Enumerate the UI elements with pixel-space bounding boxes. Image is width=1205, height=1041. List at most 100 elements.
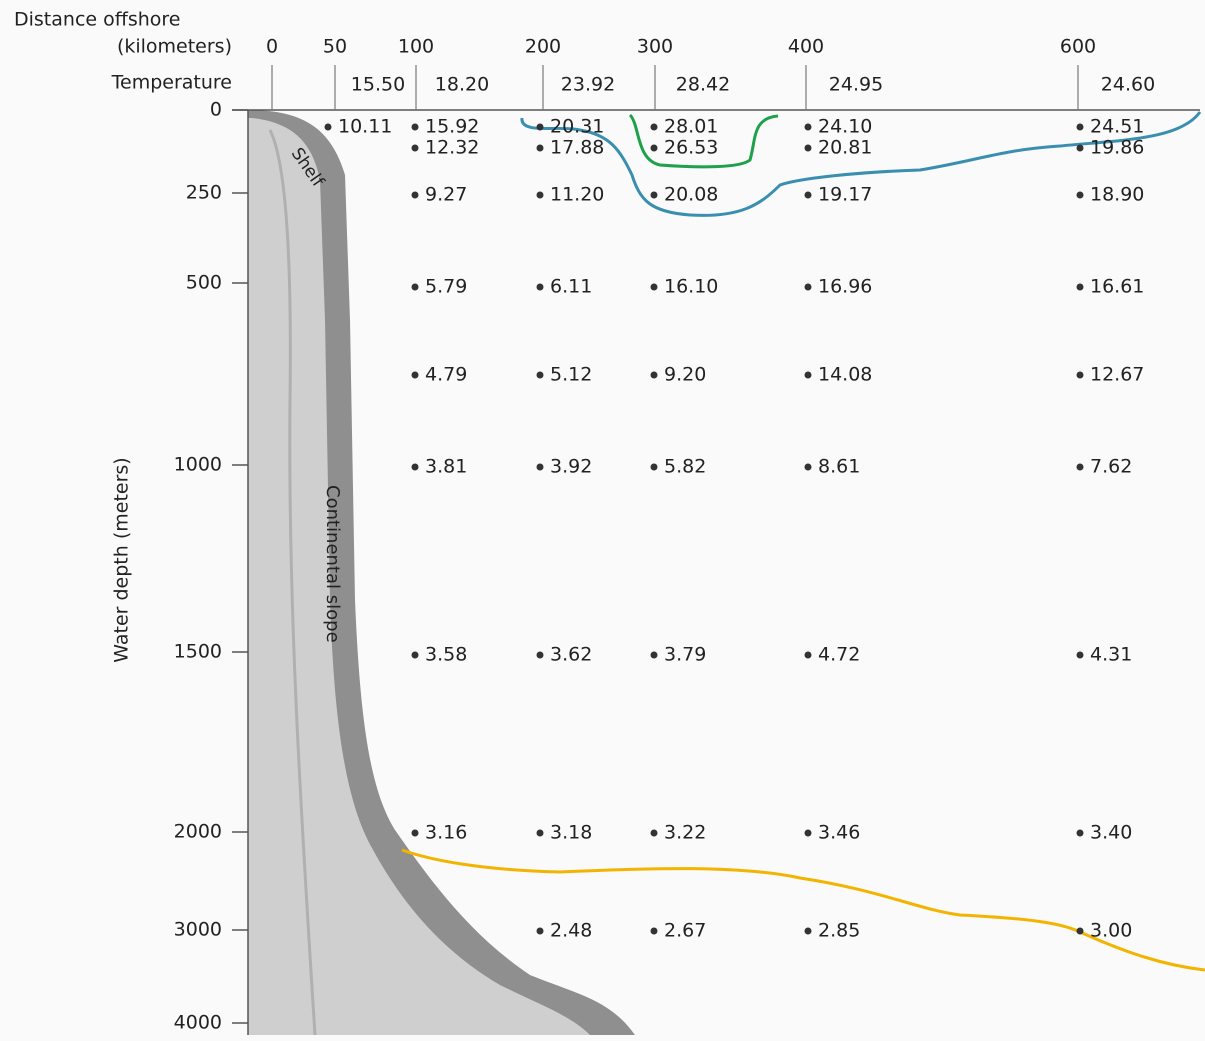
reading: 8.61 [818, 456, 860, 478]
reading-dot [412, 652, 419, 659]
reading: 10.11 [338, 116, 392, 138]
x-title: (kilometers) [117, 36, 232, 58]
page: Distance offshore (kilometers) Temperatu… [0, 0, 1205, 1041]
reading-dot [1077, 372, 1084, 379]
reading: 6.11 [550, 276, 592, 298]
reading-dot [651, 830, 658, 837]
x-tick-label: 400 [788, 36, 824, 58]
surface-temp: 24.95 [829, 74, 883, 96]
temperature-label: Temperature [111, 72, 232, 94]
reading: 16.10 [664, 276, 718, 298]
reading-dot [1077, 928, 1084, 935]
reading-dot [1077, 124, 1084, 131]
reading-dot [537, 372, 544, 379]
reading-dot [412, 372, 419, 379]
reading-dot [412, 284, 419, 291]
y-tick-label: 0 [210, 99, 222, 121]
reading-dot [1077, 652, 1084, 659]
reading-dot [1077, 192, 1084, 199]
reading: 3.00 [1090, 920, 1132, 942]
reading-dot [537, 145, 544, 152]
reading-dot [651, 124, 658, 131]
reading: 5.79 [425, 276, 467, 298]
reading: 3.22 [664, 822, 706, 844]
y-tick-label: 1500 [174, 641, 222, 663]
reading-dot [1077, 830, 1084, 837]
reading-dot [537, 192, 544, 199]
reading: 16.61 [1090, 276, 1144, 298]
reading-dot [805, 145, 812, 152]
reading: 18.90 [1090, 184, 1144, 206]
reading: 19.86 [1090, 137, 1144, 159]
y-tick-label: 500 [186, 272, 222, 294]
y-tick-label: 250 [186, 182, 222, 204]
surface-temp: 15.50 [351, 74, 405, 96]
reading-dot [805, 284, 812, 291]
surface-temp: 18.20 [435, 74, 489, 96]
reading: 20.08 [664, 184, 718, 206]
reading: 11.20 [550, 184, 604, 206]
reading-dot [412, 145, 419, 152]
reading-dot [651, 192, 658, 199]
reading-dot [805, 372, 812, 379]
reading: 12.67 [1090, 364, 1144, 386]
x-title: Distance offshore [14, 9, 180, 31]
reading-dot [412, 830, 419, 837]
reading-dot [537, 830, 544, 837]
reading: 2.85 [818, 920, 860, 942]
reading: 20.31 [550, 116, 604, 138]
y-tick-label: 2000 [174, 821, 222, 843]
reading-dot [805, 652, 812, 659]
reading: 4.31 [1090, 644, 1132, 666]
reading: 3.79 [664, 644, 706, 666]
reading: 16.96 [818, 276, 872, 298]
reading: 28.01 [664, 116, 718, 138]
diagram: Distance offshore (kilometers) Temperatu… [0, 0, 1205, 1041]
y-tick-label: 3000 [174, 919, 222, 941]
reading-dot [412, 124, 419, 131]
reading: 3.58 [425, 644, 467, 666]
reading: 19.17 [818, 184, 872, 206]
reading: 12.32 [425, 137, 479, 159]
reading-dot [537, 124, 544, 131]
x-tick-label: 0 [266, 36, 278, 58]
reading-dot [1077, 145, 1084, 152]
reading: 4.79 [425, 364, 467, 386]
reading-dot [805, 124, 812, 131]
reading: 5.82 [664, 456, 706, 478]
reading: 15.92 [425, 116, 479, 138]
reading-dot [537, 652, 544, 659]
reading: 3.62 [550, 644, 592, 666]
reading: 17.88 [550, 137, 604, 159]
reading-dot [651, 372, 658, 379]
reading-dot [805, 192, 812, 199]
reading-dot [651, 464, 658, 471]
reading: 3.18 [550, 822, 592, 844]
reading-dot [651, 284, 658, 291]
reading-dot [651, 145, 658, 152]
reading: 9.20 [664, 364, 706, 386]
reading: 2.67 [664, 920, 706, 942]
x-tick-label: 200 [525, 36, 561, 58]
reading-dot [325, 124, 332, 131]
reading: 3.40 [1090, 822, 1132, 844]
reading: 20.81 [818, 137, 872, 159]
x-tick-label: 300 [637, 36, 673, 58]
surface-temp: 24.60 [1101, 74, 1155, 96]
reading: 14.08 [818, 364, 872, 386]
reading-dot [412, 464, 419, 471]
x-tick-label: 50 [323, 36, 347, 58]
reading: 4.72 [818, 644, 860, 666]
reading: 24.10 [818, 116, 872, 138]
reading-dot [1077, 284, 1084, 291]
reading-dot [651, 928, 658, 935]
reading-dot [412, 192, 419, 199]
slope-label: Continental slope [322, 485, 343, 643]
surface-temp: 28.42 [676, 74, 730, 96]
reading-dot [537, 284, 544, 291]
surface-temp: 23.92 [561, 74, 615, 96]
reading-dot [537, 464, 544, 471]
reading: 24.51 [1090, 116, 1144, 138]
y-tick-label: 4000 [174, 1012, 222, 1034]
x-tick-label: 100 [398, 36, 434, 58]
